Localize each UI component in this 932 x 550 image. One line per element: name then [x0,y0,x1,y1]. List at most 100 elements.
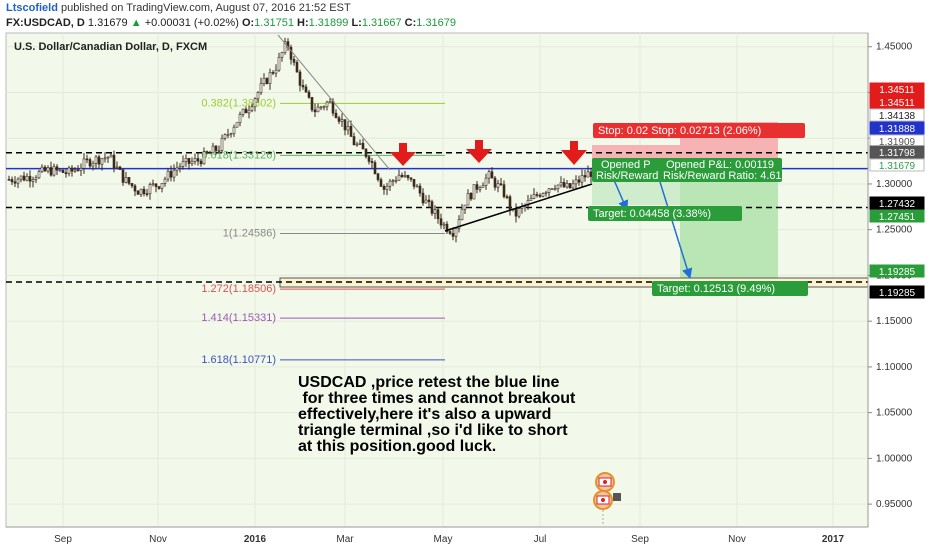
candle-body [211,145,215,154]
close-value: 1.31679 [416,17,457,29]
candle-body [493,177,497,188]
candle-body [34,177,38,180]
candle-body [268,72,272,84]
candle-body [232,126,236,134]
candle-body [199,160,203,165]
header: Ltscofield published on TradingView.com,… [0,0,932,32]
candle-body [124,177,128,183]
candle-body [178,165,182,169]
candle-body [91,162,95,167]
price-change: +0.00031 (+0.02%) [144,17,239,29]
opened-short-label-1: Opened P [601,159,651,171]
candle-body [586,171,590,178]
candle-body [442,223,446,226]
price-label: 1.19285 [879,288,916,299]
candle-body [514,208,518,217]
price-label: 1.31909 [879,137,916,148]
candle-body [565,183,569,188]
candle-body [466,193,470,206]
candle-body [250,106,254,111]
price-label: 1.34511 [879,98,915,109]
candle-body [295,62,299,73]
canada-flag-icon[interactable] [593,490,613,510]
open-value: 1.31751 [254,17,294,29]
y-tick-label: 1.05000 [876,408,913,419]
candle-body [28,175,32,182]
author-link[interactable]: Ltscofield [6,2,58,14]
candle-body [37,171,41,179]
candle-body [445,223,449,232]
candle-body [430,201,434,214]
candle-body [13,181,17,184]
y-tick-label: 1.30000 [876,179,913,190]
candle-body [358,143,362,145]
candle-body [571,183,575,189]
fib-level-label: 1(1.24586) [223,227,276,239]
price-label: 1.31679 [879,161,916,172]
x-tick-label: Sep [54,534,72,545]
y-tick-label: 1.10000 [876,362,913,373]
candle-body [541,193,545,197]
candle-body [31,179,35,182]
candle-body [472,184,476,200]
x-tick-label: Jul [534,534,547,545]
candle-body [343,119,347,131]
candle-body [244,108,248,114]
candle-body [169,170,173,178]
candle-body [469,193,473,200]
high-value: 1.31899 [308,17,349,29]
candle-body [130,183,134,187]
candle-body [562,182,566,188]
candle-body [373,162,377,175]
candle-body [214,145,218,151]
candle-body [49,167,53,176]
candle-body [55,166,59,171]
candle-body [112,154,116,169]
price-label: 1.34511 [879,85,915,96]
y-tick-label: 1.15000 [876,316,913,327]
candle-body [535,194,539,196]
descending-trendline[interactable] [277,34,391,171]
fib-level-label: 1.618(1.10771) [201,354,276,366]
time-axis[interactable]: Sep Nov 2016 Mar May Jul Sep Nov 2017 [6,526,868,545]
fibonacci-levels: 0.382(1.38802) 0.618(1.33126) 1(1.24586) 1.… [201,97,445,366]
event-badge [613,493,621,501]
symbol[interactable]: FX:USDCAD, D [6,17,85,29]
candle-body [145,193,149,196]
annotation-line: effectively,here it's also a upward [298,406,551,423]
candle-body [208,152,212,155]
candle-body [391,180,395,182]
candle-body [388,180,392,187]
candle-body [106,156,110,159]
candle-body [349,126,353,137]
candle-body [355,143,359,146]
ascending-trendline[interactable] [444,183,593,232]
candle-body [436,209,440,220]
candle-body [220,138,224,151]
candle-body [475,184,479,190]
candle-body [331,101,335,114]
candle-body [187,158,191,164]
candle-body [226,134,230,136]
x-tick-label: Nov [728,534,746,545]
candle-body [316,106,320,113]
candle-body [385,185,389,190]
last-price: 1.31679 [87,17,128,29]
fib-level-label: 1.272(1.18506) [201,283,276,295]
canada-flag-icon[interactable] [595,472,615,492]
candle-body [337,117,341,122]
candle-body [538,194,542,197]
candle-body [577,179,581,183]
opened-short-label-bg [592,158,664,182]
candle-body [127,177,131,184]
x-tick-label: Sep [631,534,649,545]
candle-body [61,169,65,173]
y-tick-label: 1.25000 [876,225,913,236]
candle-body [394,179,398,182]
opened-pl-label: Opened P&L: 0.00119 [666,159,774,171]
candle-body [319,106,323,109]
candle-body [193,158,197,162]
candle-body [181,161,185,167]
candle-body [133,185,137,192]
